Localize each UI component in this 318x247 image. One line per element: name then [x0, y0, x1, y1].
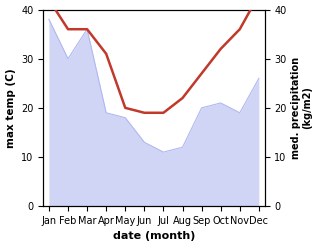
Y-axis label: med. precipitation
(kg/m2): med. precipitation (kg/m2): [291, 57, 313, 159]
X-axis label: date (month): date (month): [113, 231, 195, 242]
Y-axis label: max temp (C): max temp (C): [5, 68, 16, 148]
